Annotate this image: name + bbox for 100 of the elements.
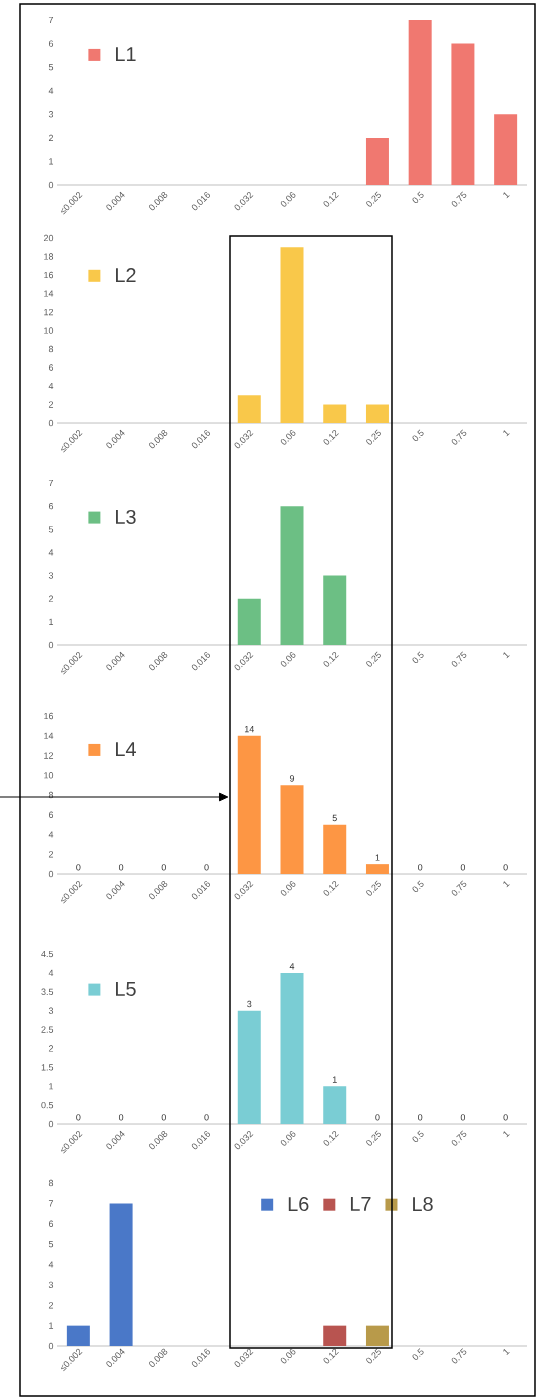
bar bbox=[237, 1010, 261, 1125]
x-tick-label: 0.12 bbox=[323, 1131, 339, 1146]
legend-label: L3 bbox=[116, 509, 136, 524]
bar bbox=[365, 864, 389, 875]
y-tick-label: 1 bbox=[49, 1083, 54, 1090]
y-tick-label: 4 bbox=[48, 1261, 54, 1268]
x-tick-label: 0.06 bbox=[280, 652, 296, 667]
data-label: 0 bbox=[161, 864, 166, 871]
data-label: 0 bbox=[118, 1114, 124, 1121]
bar bbox=[451, 43, 475, 186]
legend-label: L8 bbox=[413, 1196, 433, 1212]
y-tick-label: 16 bbox=[44, 271, 54, 279]
y-tick-label: 4 bbox=[48, 382, 54, 390]
y-tick-label: 6 bbox=[48, 40, 54, 47]
x-tick-label: 1 bbox=[503, 430, 510, 437]
x-tick-label: 0.5 bbox=[412, 651, 424, 664]
x-tick-label: 0.06 bbox=[280, 1131, 296, 1146]
data-label: 9 bbox=[289, 775, 295, 782]
y-tick-label: 7 bbox=[48, 479, 54, 487]
x-tick-label: 0.06 bbox=[280, 881, 296, 896]
y-tick-label: 16 bbox=[44, 712, 54, 720]
y-tick-label: 5 bbox=[48, 1241, 54, 1248]
y-tick-label: 4 bbox=[48, 969, 54, 976]
bar bbox=[323, 404, 347, 424]
y-tick-label: 14 bbox=[44, 290, 54, 297]
y-tick-label: 2.5 bbox=[41, 1026, 54, 1033]
y-tick-label: 7 bbox=[48, 16, 54, 24]
y-tick-label: 1 bbox=[49, 1322, 54, 1329]
data-label: 0 bbox=[418, 864, 423, 871]
legend-label: L7 bbox=[350, 1197, 371, 1211]
data-label: 0 bbox=[460, 1114, 466, 1121]
y-tick-label: 1.5 bbox=[41, 1064, 54, 1071]
data-label: 0 bbox=[503, 1114, 508, 1121]
x-tick-label: 0.25 bbox=[366, 651, 381, 667]
y-tick-label: 3 bbox=[48, 572, 54, 579]
y-tick-label: 0 bbox=[48, 419, 54, 427]
y-tick-label: 12 bbox=[44, 308, 54, 316]
data-label: 0 bbox=[375, 1114, 380, 1121]
bar bbox=[365, 404, 389, 424]
y-tick-label: 8 bbox=[48, 791, 54, 799]
data-label: 0 bbox=[76, 864, 81, 871]
bar bbox=[365, 137, 389, 186]
data-label: 0 bbox=[204, 864, 209, 871]
data-label: 0 bbox=[204, 1114, 209, 1121]
x-tick-label: 0.25 bbox=[366, 1130, 381, 1146]
y-tick-label: 4.5 bbox=[41, 950, 54, 958]
x-tick-label: 0.12 bbox=[323, 881, 339, 896]
bar bbox=[237, 395, 261, 424]
bar bbox=[323, 824, 347, 875]
y-tick-label: 0 bbox=[48, 641, 54, 649]
y-tick-label: 0 bbox=[48, 870, 54, 878]
x-tick-label: 0.5 bbox=[412, 429, 424, 442]
y-tick-label: 1 bbox=[49, 158, 54, 165]
legend-label: L5 bbox=[116, 982, 136, 996]
y-tick-label: 3.5 bbox=[41, 988, 54, 995]
x-tick-label: 1 bbox=[503, 192, 510, 199]
y-tick-label: 6 bbox=[48, 502, 54, 510]
data-label: 1 bbox=[332, 1076, 337, 1083]
y-tick-label: 4 bbox=[48, 87, 54, 94]
data-label: 0 bbox=[418, 1114, 423, 1121]
data-label: 14 bbox=[244, 726, 254, 733]
y-tick-label: 10 bbox=[44, 772, 54, 779]
x-tick-label: 0.5 bbox=[412, 880, 424, 893]
data-label: 0 bbox=[503, 864, 508, 871]
x-tick-label: 0.5 bbox=[412, 191, 424, 204]
y-tick-label: 2 bbox=[48, 595, 54, 602]
x-tick-label: 1 bbox=[503, 1131, 510, 1138]
y-tick-label: 0 bbox=[48, 1342, 54, 1350]
data-label: 1 bbox=[375, 854, 380, 861]
y-tick-label: 12 bbox=[44, 752, 54, 759]
data-label: 0 bbox=[76, 1114, 81, 1121]
y-tick-label: 10 bbox=[44, 327, 54, 334]
bar bbox=[280, 247, 304, 424]
y-tick-label: 8 bbox=[48, 345, 54, 353]
x-tick-label: 1 bbox=[503, 652, 510, 659]
y-tick-label: 5 bbox=[48, 526, 54, 533]
y-tick-label: 2 bbox=[48, 134, 54, 141]
y-tick-label: 1 bbox=[49, 618, 54, 625]
y-tick-label: 20 bbox=[43, 234, 54, 242]
legend-label: L6 bbox=[288, 1196, 309, 1212]
y-tick-label: 5 bbox=[48, 64, 54, 71]
x-tick-label: 0.12 bbox=[323, 430, 339, 445]
legend-label: L2 bbox=[116, 268, 136, 283]
y-tick-label: 2 bbox=[48, 401, 54, 408]
legend-label: L4 bbox=[116, 742, 136, 757]
x-tick-label: 1 bbox=[503, 881, 510, 888]
bar bbox=[280, 972, 304, 1125]
y-tick-label: 3 bbox=[48, 1007, 54, 1014]
x-tick-label: 0.5 bbox=[412, 1348, 424, 1360]
y-tick-label: 6 bbox=[48, 811, 54, 818]
y-tick-label: 0.5 bbox=[41, 1101, 54, 1109]
y-tick-label: 7 bbox=[48, 1200, 54, 1207]
y-tick-label: 0 bbox=[48, 181, 54, 189]
bar bbox=[408, 20, 432, 186]
x-tick-label: 0.12 bbox=[323, 192, 339, 207]
data-label: 5 bbox=[332, 814, 337, 822]
y-tick-label: 18 bbox=[44, 253, 54, 260]
bar bbox=[280, 785, 304, 875]
y-tick-label: 2 bbox=[48, 851, 54, 858]
x-tick-label: 0.06 bbox=[280, 430, 296, 445]
